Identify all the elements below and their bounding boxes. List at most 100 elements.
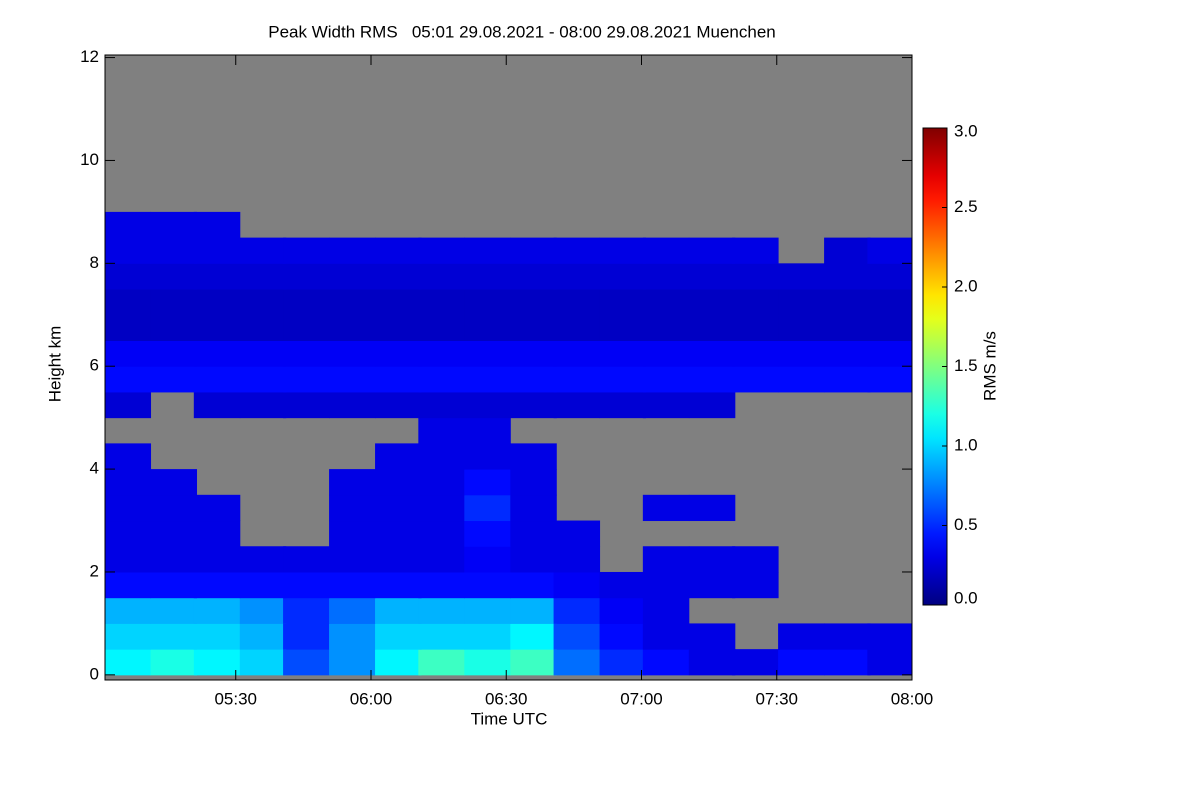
heatmap-cell (239, 237, 287, 264)
heatmap-cell (464, 391, 511, 419)
heatmap-cell (688, 314, 736, 341)
heatmap-cell (778, 314, 825, 341)
heatmap-cell (464, 263, 511, 290)
heatmap-cell (553, 649, 601, 676)
y-tick-label: 8 (90, 253, 99, 272)
heatmap-cell (599, 314, 647, 341)
heatmap-cell (510, 649, 557, 676)
heatmap-cell (150, 289, 198, 316)
heatmap-cell (599, 263, 647, 290)
heatmap-cell (150, 211, 198, 239)
heatmap-cell (193, 237, 241, 264)
heatmap-cell (824, 340, 871, 367)
heatmap-cell (105, 289, 152, 316)
heatmap-cell (283, 314, 330, 341)
heatmap-cell (553, 391, 601, 419)
heatmap-cell (778, 623, 825, 650)
heatmap-cell (464, 237, 511, 264)
x-axis-label: Time UTC (471, 709, 548, 728)
heatmap-cell (510, 469, 557, 496)
heatmap-cell (105, 597, 152, 624)
heatmap-cell (193, 211, 241, 239)
heatmap-cell (553, 623, 601, 650)
heatmap-cell (283, 546, 330, 573)
heatmap-cell (418, 340, 465, 367)
heatmap-cell (599, 623, 647, 650)
heatmap-cell (193, 546, 241, 573)
heatmap-cell (193, 520, 241, 547)
heatmap-cell (375, 649, 422, 676)
heatmap-cell (824, 649, 871, 676)
heatmap-cell (688, 366, 736, 393)
heatmap-cell (150, 340, 198, 367)
heatmap-cell (418, 494, 465, 522)
heatmap-cell (418, 520, 465, 547)
heatmap-cell (867, 237, 913, 264)
heatmap-cell (599, 649, 647, 676)
heatmap-cell (329, 520, 376, 547)
heatmap-cell (329, 237, 376, 264)
heatmap-cell (193, 340, 241, 367)
heatmap-cell (150, 571, 198, 599)
y-tick-label: 6 (90, 356, 99, 375)
y-tick-label: 0 (90, 664, 99, 683)
heatmap-cell (105, 469, 152, 496)
heatmap-cell (553, 314, 601, 341)
y-tick-label: 4 (90, 459, 99, 478)
heatmap-cell (824, 314, 871, 341)
heatmap-cell (553, 366, 601, 393)
heatmap-cell (464, 597, 511, 624)
heatmap-cell (688, 546, 736, 573)
heatmap-cell (688, 391, 736, 419)
heatmap-cell (778, 649, 825, 676)
heatmap-cell (193, 314, 241, 341)
heatmap-cell (642, 391, 690, 419)
heatmap-cell (824, 237, 871, 264)
heatmap-cell (105, 546, 152, 573)
heatmap-cell (239, 623, 287, 650)
heatmap-cell (418, 314, 465, 341)
heatmap-cell (510, 289, 557, 316)
heatmap-cell (105, 520, 152, 547)
heatmap-cell (418, 443, 465, 470)
heatmap-cell (418, 263, 465, 290)
heatmap-cell (464, 546, 511, 573)
y-tick-label: 12 (80, 47, 99, 66)
heatmap-cell (553, 340, 601, 367)
heatmap-cell (375, 391, 422, 419)
heatmap-cell (867, 649, 913, 676)
heatmap-cell (105, 211, 152, 239)
heatmap-cell (418, 289, 465, 316)
heatmap-cell (375, 443, 422, 470)
heatmap-cell (375, 520, 422, 547)
heatmap-cell (329, 340, 376, 367)
heatmap-cell (510, 366, 557, 393)
heatmap-cell (732, 649, 779, 676)
heatmap-cell (553, 237, 601, 264)
colorbar-tick-label: 1.0 (954, 435, 978, 454)
heatmap-cell (193, 366, 241, 393)
x-tick-label: 07:30 (755, 689, 798, 708)
y-axis-label: Height km (45, 326, 64, 403)
heatmap-cell (464, 571, 511, 599)
heatmap-cell (824, 623, 871, 650)
heatmap-cell (553, 546, 601, 573)
heatmap-cell (329, 366, 376, 393)
heatmap-cell (239, 366, 287, 393)
heatmap-cell (642, 340, 690, 367)
heatmap-cell (105, 443, 152, 470)
heatmap-cell (642, 571, 690, 599)
heatmap-cell (105, 623, 152, 650)
heatmap-cell (239, 289, 287, 316)
heatmap-cell (732, 366, 779, 393)
heatmap-cell (283, 649, 330, 676)
heatmap-cell (150, 520, 198, 547)
heatmap-cell (283, 340, 330, 367)
heatmap-cell (510, 520, 557, 547)
heatmap-cell (283, 289, 330, 316)
heatmap-cell (510, 546, 557, 573)
heatmap-cell (283, 571, 330, 599)
heatmap-cell (688, 263, 736, 290)
heatmap-cell (375, 597, 422, 624)
x-tick-label: 05:30 (214, 689, 257, 708)
